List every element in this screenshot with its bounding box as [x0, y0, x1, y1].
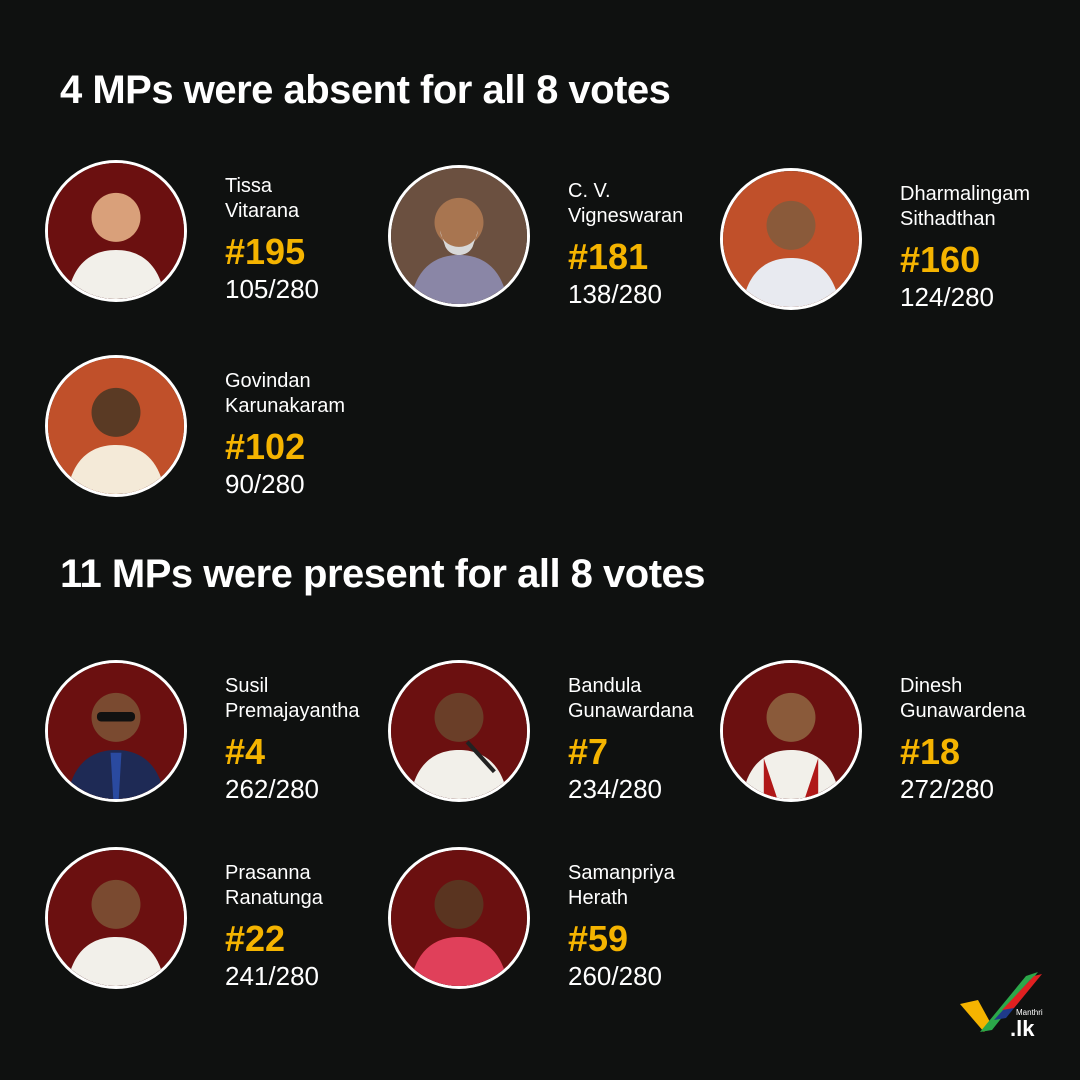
mp-rank: #22 [225, 918, 286, 959]
mp-first-name: C. V. [568, 180, 611, 202]
mp-card-samanpriya-herath: Samanpriya Herath #59 260/280 [388, 847, 718, 1007]
portrait-icon [48, 850, 184, 986]
portrait-icon [723, 171, 859, 307]
mp-photo [45, 355, 187, 497]
mp-last-name: Sithadthan [900, 208, 996, 230]
mp-last-name: Vitarana [225, 200, 300, 222]
mp-first-name: Bandula [568, 675, 642, 697]
mp-photo [45, 847, 187, 989]
mp-photo [388, 847, 530, 989]
mp-rank: #195 [225, 231, 306, 272]
present-heading: 11 MPs were present for all 8 votes [60, 552, 706, 596]
mp-score: 272/280 [900, 774, 994, 804]
mp-rank: #7 [568, 731, 609, 772]
mp-card-prasanna-ranatunga: Prasanna Ranatunga #22 241/280 [45, 847, 375, 1007]
logo-brand-text: Manthri [1016, 1008, 1043, 1017]
portrait-icon [391, 663, 527, 799]
checkmark-logo-icon [960, 972, 1042, 1032]
mp-card-dinesh-gunawardena: Dinesh Gunawardena #18 272/280 [720, 660, 1050, 820]
mp-rank: #4 [225, 731, 266, 772]
mp-rank: #102 [225, 426, 306, 467]
portrait-icon [48, 663, 184, 799]
mp-card-susil-premajayantha: Susil Premajayantha #4 262/280 [45, 660, 375, 820]
mp-first-name: Dinesh [900, 675, 963, 697]
mp-photo [45, 660, 187, 802]
mp-score: 124/280 [900, 282, 994, 312]
mp-last-name: Herath [568, 887, 629, 909]
mp-photo [720, 660, 862, 802]
mp-last-name: Gunawardena [900, 700, 1026, 722]
mp-photo [45, 160, 187, 302]
mp-rank: #181 [568, 236, 649, 277]
portrait-icon [723, 663, 859, 799]
logo-domain-text: .lk [1010, 1016, 1035, 1041]
mp-score: 260/280 [568, 961, 662, 991]
mp-first-name: Susil [225, 675, 269, 697]
mp-first-name: Samanpriya [568, 862, 675, 884]
mp-first-name: Prasanna [225, 862, 311, 884]
mp-photo [388, 165, 530, 307]
mp-last-name: Gunawardana [568, 700, 694, 722]
mp-score: 90/280 [225, 469, 305, 499]
mp-first-name: Dharmalingam [900, 183, 1031, 205]
mp-last-name: Karunakaram [225, 395, 346, 417]
mp-last-name: Vigneswaran [568, 205, 684, 227]
absent-heading: 4 MPs were absent for all 8 votes [60, 68, 671, 112]
manthri-logo: Manthri .lk [958, 970, 1048, 1050]
mp-last-name: Ranatunga [225, 887, 323, 909]
mp-rank: #59 [568, 918, 629, 959]
mp-first-name: Tissa [225, 175, 273, 197]
portrait-icon [391, 850, 527, 986]
mp-score: 138/280 [568, 279, 662, 309]
mp-card-cv-vigneswaran: C. V. Vigneswaran #181 138/280 [388, 165, 718, 325]
mp-score: 105/280 [225, 274, 319, 304]
mp-score: 234/280 [568, 774, 662, 804]
mp-rank: #160 [900, 239, 981, 280]
mp-card-govindan-karunakaram: Govindan Karunakaram #102 90/280 [45, 355, 375, 515]
mp-rank: #18 [900, 731, 961, 772]
mp-card-bandula-gunawardana: Bandula Gunawardana #7 234/280 [388, 660, 718, 820]
portrait-icon [48, 358, 184, 494]
mp-photo [720, 168, 862, 310]
mp-first-name: Govindan [225, 370, 311, 392]
mp-photo [388, 660, 530, 802]
portrait-icon [48, 163, 184, 299]
mp-card-dharmalingam-sithadthan: Dharmalingam Sithadthan #160 124/280 [720, 168, 1050, 328]
mp-card-tissa-vitarana: Tissa Vitarana #195 105/280 [45, 160, 375, 320]
portrait-icon [391, 168, 527, 304]
mp-last-name: Premajayantha [225, 700, 360, 722]
mp-score: 241/280 [225, 961, 319, 991]
mp-score: 262/280 [225, 774, 319, 804]
